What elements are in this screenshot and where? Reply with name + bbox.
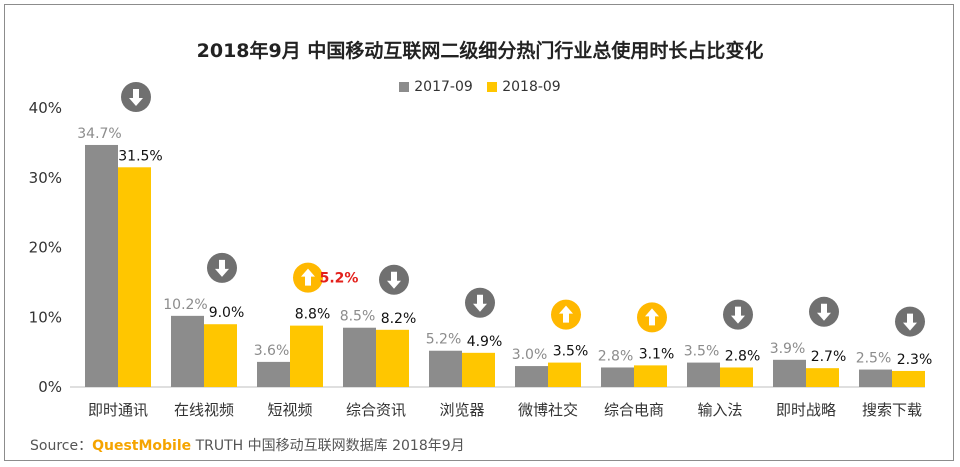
data-label-2017: 2.8% bbox=[598, 348, 634, 364]
arrow-up-icon bbox=[559, 305, 573, 323]
data-label-2017: 10.2% bbox=[163, 297, 207, 313]
chart-frame bbox=[4, 4, 954, 461]
arrow-down-icon bbox=[473, 294, 487, 312]
data-label-2018: 9.0% bbox=[209, 305, 245, 321]
data-label-2018: 2.8% bbox=[725, 348, 761, 364]
bar-2017-8 bbox=[773, 359, 806, 387]
data-label-2017: 3.5% bbox=[684, 344, 720, 360]
arrow-down-icon bbox=[215, 259, 229, 277]
bar-2018-5 bbox=[548, 362, 581, 387]
arrow-up-icon bbox=[645, 308, 659, 326]
arrow-down-icon bbox=[129, 88, 143, 106]
data-label-2018: 3.1% bbox=[639, 346, 675, 362]
bar-2018-3 bbox=[376, 329, 409, 387]
data-label-2017: 3.9% bbox=[770, 341, 806, 357]
bar-2018-4 bbox=[462, 352, 495, 387]
source-text: TRUTH 中国移动互联网数据库 2018年9月 bbox=[191, 438, 465, 454]
data-label-2017: 34.7% bbox=[77, 126, 121, 142]
legend-swatch-2017 bbox=[399, 82, 410, 92]
data-label-2017: 3.0% bbox=[512, 347, 548, 363]
y-tick-label: 40% bbox=[29, 99, 62, 117]
bar-2017-0 bbox=[85, 144, 118, 387]
y-tick-label: 20% bbox=[29, 239, 62, 257]
arrow-down-icon bbox=[387, 271, 401, 289]
x-category-label: 浏览器 bbox=[439, 401, 484, 419]
x-category-label: 微博社交 bbox=[518, 401, 578, 419]
arrow-down-icon bbox=[731, 306, 745, 324]
bar-2017-2 bbox=[257, 361, 290, 387]
bar-2017-9 bbox=[859, 369, 892, 387]
legend-item-2018: 2018-09 bbox=[487, 79, 561, 95]
data-label-2018: 2.3% bbox=[897, 352, 933, 368]
chart-legend: 2017-09 2018-09 bbox=[0, 79, 960, 96]
bar-2018-2 bbox=[290, 325, 323, 387]
data-label-2017: 3.6% bbox=[254, 343, 290, 359]
data-label-2017: 2.5% bbox=[856, 351, 892, 367]
data-label-2018: 31.5% bbox=[118, 148, 162, 164]
y-tick-label: 10% bbox=[29, 308, 62, 326]
bar-2018-8 bbox=[806, 368, 839, 387]
source-note: Source：QuestMobile TRUTH 中国移动互联网数据库 2018… bbox=[30, 435, 465, 455]
chart-title: 2018年9月 中国移动互联网二级细分热门行业总使用时长占比变化 bbox=[196, 40, 764, 62]
data-label-2017: 5.2% bbox=[426, 332, 462, 348]
y-tick-label: 0% bbox=[38, 378, 62, 396]
legend-label-2017: 2017-09 bbox=[414, 79, 473, 95]
x-category-label: 输入法 bbox=[697, 401, 742, 419]
bar-2018-6 bbox=[634, 365, 667, 387]
data-label-2018: 2.7% bbox=[811, 349, 847, 365]
bar-2017-4 bbox=[429, 350, 462, 387]
x-category-label: 即时通讯 bbox=[88, 401, 148, 419]
bar-2018-1 bbox=[204, 324, 237, 387]
data-label-2018: 4.9% bbox=[467, 334, 503, 350]
x-category-label: 短视频 bbox=[267, 401, 312, 419]
bar-2018-9 bbox=[892, 370, 925, 387]
data-label-2018: 3.5% bbox=[553, 344, 589, 360]
change-annotation: 5.2% bbox=[320, 271, 359, 287]
bar-2018-7 bbox=[720, 367, 753, 387]
legend-label-2018: 2018-09 bbox=[502, 79, 561, 95]
data-label-2018: 8.8% bbox=[295, 307, 331, 323]
bar-2017-7 bbox=[687, 362, 720, 387]
legend-swatch-2018 bbox=[487, 82, 498, 92]
arrow-up-icon bbox=[301, 268, 315, 286]
bar-2018-0 bbox=[118, 167, 151, 387]
x-category-label: 综合电商 bbox=[604, 401, 664, 419]
bar-2017-5 bbox=[515, 366, 548, 387]
bar-2017-3 bbox=[343, 327, 376, 387]
bar-2017-6 bbox=[601, 367, 634, 387]
data-label-2017: 8.5% bbox=[340, 309, 376, 325]
bar-2017-1 bbox=[171, 315, 204, 387]
x-category-label: 在线视频 bbox=[174, 401, 234, 419]
y-tick-label: 30% bbox=[29, 169, 62, 187]
x-category-label: 综合资讯 bbox=[346, 401, 406, 419]
arrow-down-icon bbox=[903, 313, 917, 331]
arrow-down-icon bbox=[817, 303, 831, 321]
legend-item-2017: 2017-09 bbox=[399, 79, 473, 95]
data-label-2018: 8.2% bbox=[381, 311, 417, 327]
source-brand: QuestMobile bbox=[92, 438, 192, 454]
x-category-label: 即时战略 bbox=[776, 401, 836, 419]
source-prefix: Source： bbox=[30, 438, 93, 454]
x-category-label: 搜索下载 bbox=[862, 401, 922, 419]
